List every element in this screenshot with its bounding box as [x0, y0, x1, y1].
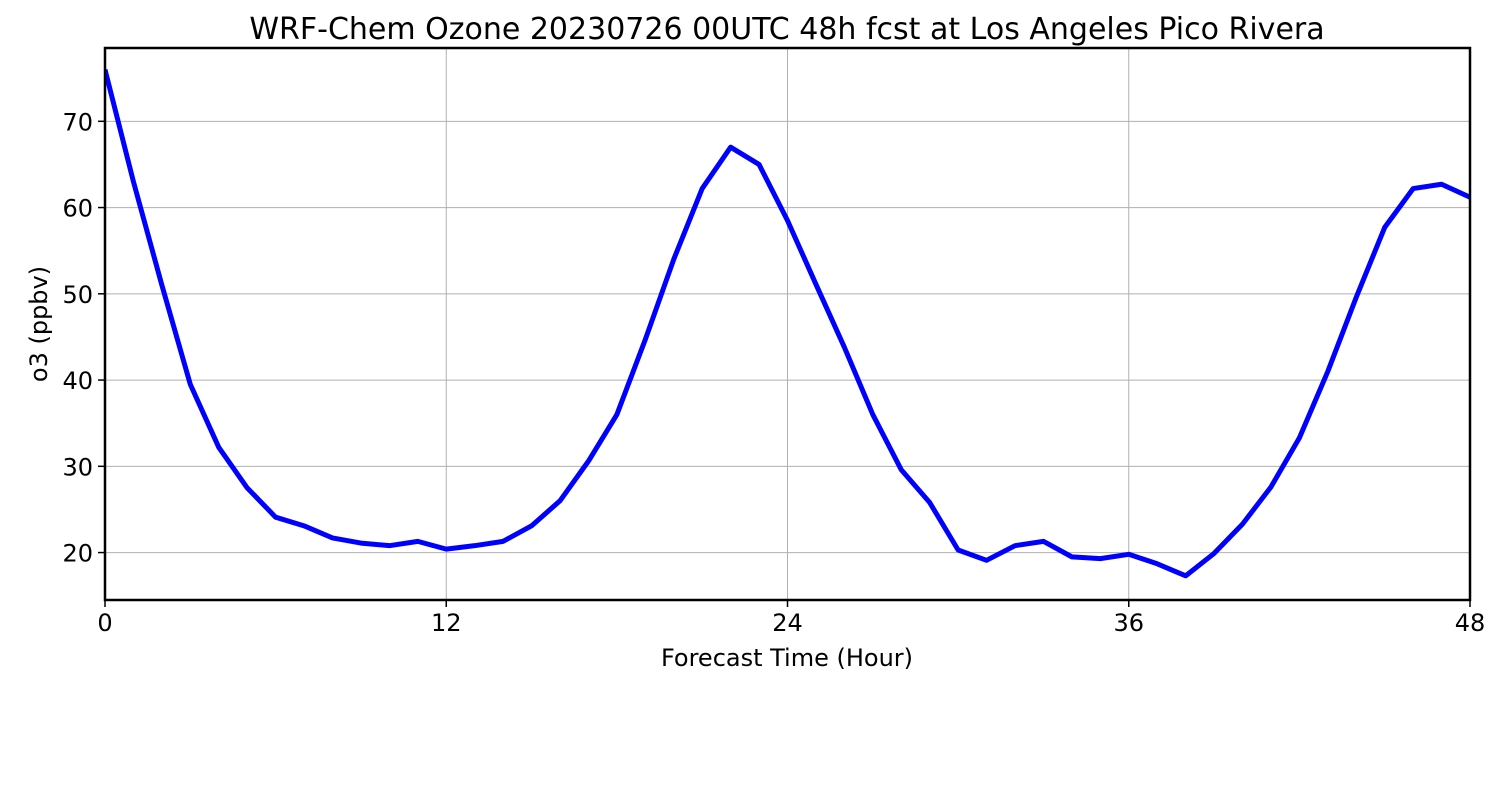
y-tick-label: 50: [62, 281, 93, 309]
x-tick-label: 36: [1113, 609, 1144, 637]
x-tick-label: 0: [97, 609, 112, 637]
y-tick-label: 20: [62, 540, 93, 568]
y-axis-label: o3 (ppbv): [25, 266, 53, 382]
y-tick-label: 40: [62, 367, 93, 395]
x-tick-label: 12: [431, 609, 462, 637]
x-axis-label: Forecast Time (Hour): [661, 644, 913, 672]
x-tick-label: 48: [1455, 609, 1486, 637]
gridlines: [104, 48, 1471, 600]
ozone-series-line: [105, 68, 1470, 579]
chart-title: WRF-Chem Ozone 20230726 00UTC 48h fcst a…: [249, 12, 1324, 47]
y-tick-label: 60: [62, 195, 93, 223]
x-tick-label: 24: [772, 609, 803, 637]
axis-ticks: 0 12 24 36 48 20 30 40 50 60 70: [62, 108, 1485, 637]
y-tick-label: 70: [62, 108, 93, 136]
plot-area: [105, 68, 1470, 579]
y-tick-label: 30: [62, 453, 93, 481]
